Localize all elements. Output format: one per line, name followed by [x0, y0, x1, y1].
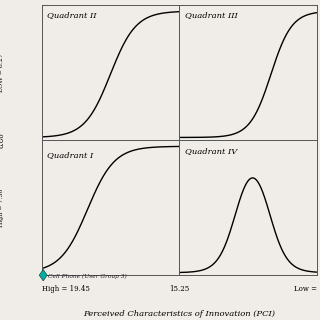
Text: High = 19.45: High = 19.45: [42, 285, 90, 293]
Text: Quadrant II: Quadrant II: [47, 12, 97, 20]
Text: Perceived Characteristics of Innovation (PCI): Perceived Characteristics of Innovation …: [83, 310, 275, 318]
Text: High = 7.30: High = 7.30: [0, 188, 4, 227]
Text: Low =: Low =: [294, 285, 317, 293]
Text: Quadrant I: Quadrant I: [47, 151, 93, 159]
Text: LOW = 8.27: LOW = 8.27: [0, 53, 4, 92]
Text: 15.25: 15.25: [169, 285, 189, 293]
Text: Quadrant IV: Quadrant IV: [185, 147, 237, 155]
Text: Quadrant III: Quadrant III: [185, 12, 237, 20]
Text: 8.80: 8.80: [0, 132, 6, 148]
Text: Cell Phone (User Group 3): Cell Phone (User Group 3): [48, 274, 126, 279]
